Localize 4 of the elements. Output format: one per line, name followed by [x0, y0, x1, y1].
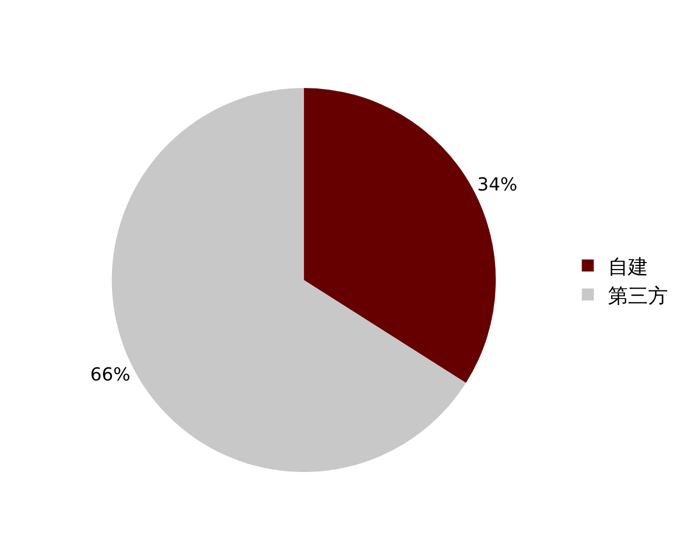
legend-label: 自建 — [608, 254, 648, 278]
data-label: 66% — [90, 364, 130, 386]
data-label: 34% — [477, 174, 518, 196]
legend-label: 第三方 — [608, 283, 668, 308]
